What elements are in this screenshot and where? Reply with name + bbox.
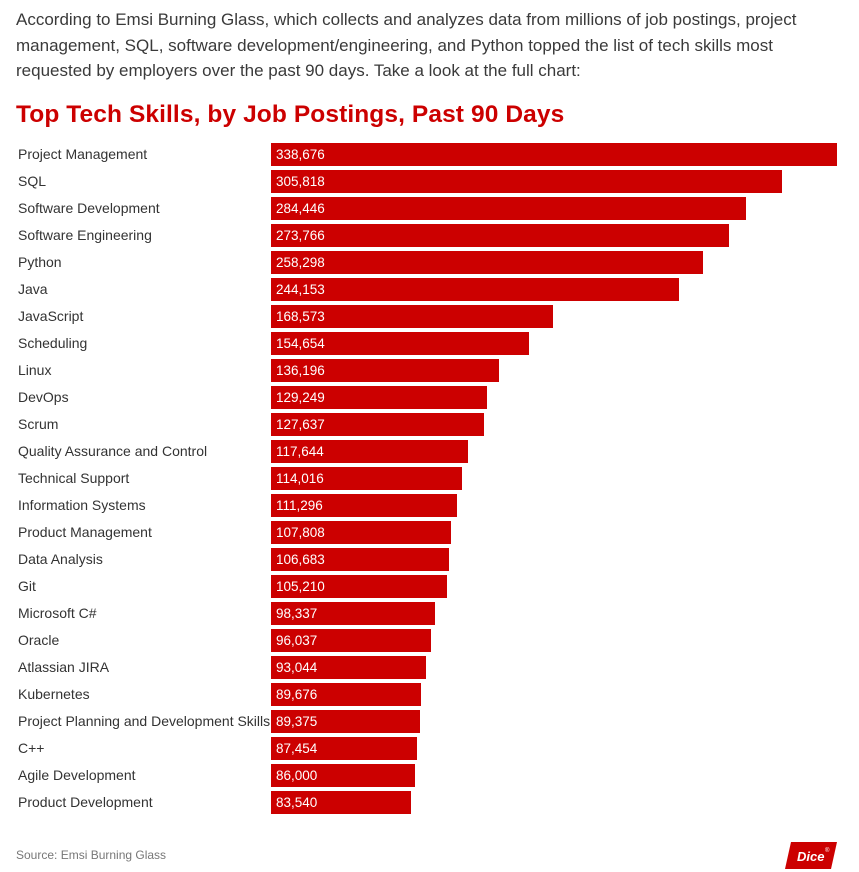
bar <box>271 359 499 382</box>
logo-mark: ® <box>825 847 830 854</box>
bar <box>271 791 411 814</box>
chart-title: Top Tech Skills, by Job Postings, Past 9… <box>16 101 565 128</box>
bar-value-label: 106,683 <box>276 552 325 567</box>
bar <box>271 764 415 787</box>
bar-value-label: 154,654 <box>276 336 325 351</box>
bar <box>271 278 679 301</box>
category-label: Scrum <box>18 416 59 432</box>
bar <box>271 683 421 706</box>
bar-value-label: 338,676 <box>276 147 325 162</box>
bar <box>271 440 468 463</box>
bar-value-label: 244,153 <box>276 282 325 297</box>
bar-value-label: 136,196 <box>276 363 325 378</box>
bar <box>271 224 729 247</box>
bar-value-label: 114,016 <box>276 471 324 486</box>
bar <box>271 413 484 436</box>
bar <box>271 548 449 571</box>
bar-value-label: 258,298 <box>276 255 325 270</box>
category-label: Agile Development <box>18 767 136 783</box>
bar-value-label: 89,676 <box>276 687 318 702</box>
category-label: Java <box>18 281 48 297</box>
bar <box>271 629 431 652</box>
bar-value-label: 87,454 <box>276 741 318 756</box>
bar-value-label: 98,337 <box>276 606 318 621</box>
category-label: Project Planning and Development Skills <box>18 713 271 729</box>
category-label: Software Engineering <box>18 227 152 243</box>
bar-value-label: 107,808 <box>276 525 325 540</box>
category-label: Atlassian JIRA <box>18 659 110 675</box>
bar-value-label: 89,375 <box>276 714 318 729</box>
bar <box>271 575 447 598</box>
category-label: DevOps <box>18 389 69 405</box>
bar-value-label: 305,818 <box>276 174 325 189</box>
dice-logo: Dice ® <box>785 842 837 869</box>
bar-value-label: 127,637 <box>276 417 325 432</box>
intro-paragraph: According to Emsi Burning Glass, which c… <box>16 10 797 80</box>
category-label: SQL <box>18 173 47 189</box>
category-label: Microsoft C# <box>18 605 97 621</box>
category-label: Software Development <box>18 200 160 216</box>
category-label: Git <box>18 578 36 594</box>
bar <box>271 737 417 760</box>
category-label: Product Management <box>18 524 152 540</box>
bar-value-label: 273,766 <box>276 228 325 243</box>
category-label: Product Development <box>18 794 153 810</box>
bar <box>271 251 703 274</box>
category-label: JavaScript <box>18 308 84 324</box>
bar <box>271 656 426 679</box>
bar-value-label: 168,573 <box>276 309 325 324</box>
category-label: Technical Support <box>18 470 130 486</box>
category-label: Kubernetes <box>18 686 90 702</box>
bar <box>271 332 529 355</box>
bar <box>271 386 487 409</box>
bar <box>271 170 782 193</box>
category-label: Python <box>18 254 62 270</box>
bar-value-label: 117,644 <box>276 444 324 459</box>
bar <box>271 710 420 733</box>
bar <box>271 521 451 544</box>
bar <box>271 197 746 220</box>
bar <box>271 494 457 517</box>
source-note: Source: Emsi Burning Glass <box>16 848 167 862</box>
category-label: Linux <box>18 362 52 378</box>
category-label: Information Systems <box>18 497 146 513</box>
category-label: Oracle <box>18 632 60 648</box>
bar-value-label: 83,540 <box>276 795 318 810</box>
category-label: Project Management <box>18 146 148 162</box>
bar-value-label: 284,446 <box>276 201 325 216</box>
category-label: Data Analysis <box>18 551 103 567</box>
bar <box>271 305 553 328</box>
bar <box>271 602 435 625</box>
category-label: C++ <box>18 740 45 756</box>
bar-value-label: 96,037 <box>276 633 318 648</box>
bar-value-label: 105,210 <box>276 579 325 594</box>
bar <box>271 143 837 166</box>
bar <box>271 467 462 490</box>
category-label: Scheduling <box>18 335 88 351</box>
bar-value-label: 129,249 <box>276 390 325 405</box>
logo-text: Dice <box>797 849 824 864</box>
category-label: Quality Assurance and Control <box>18 443 208 459</box>
bar-value-label: 86,000 <box>276 768 318 783</box>
bar-value-label: 111,296 <box>276 498 323 513</box>
bar-value-label: 93,044 <box>276 660 318 675</box>
